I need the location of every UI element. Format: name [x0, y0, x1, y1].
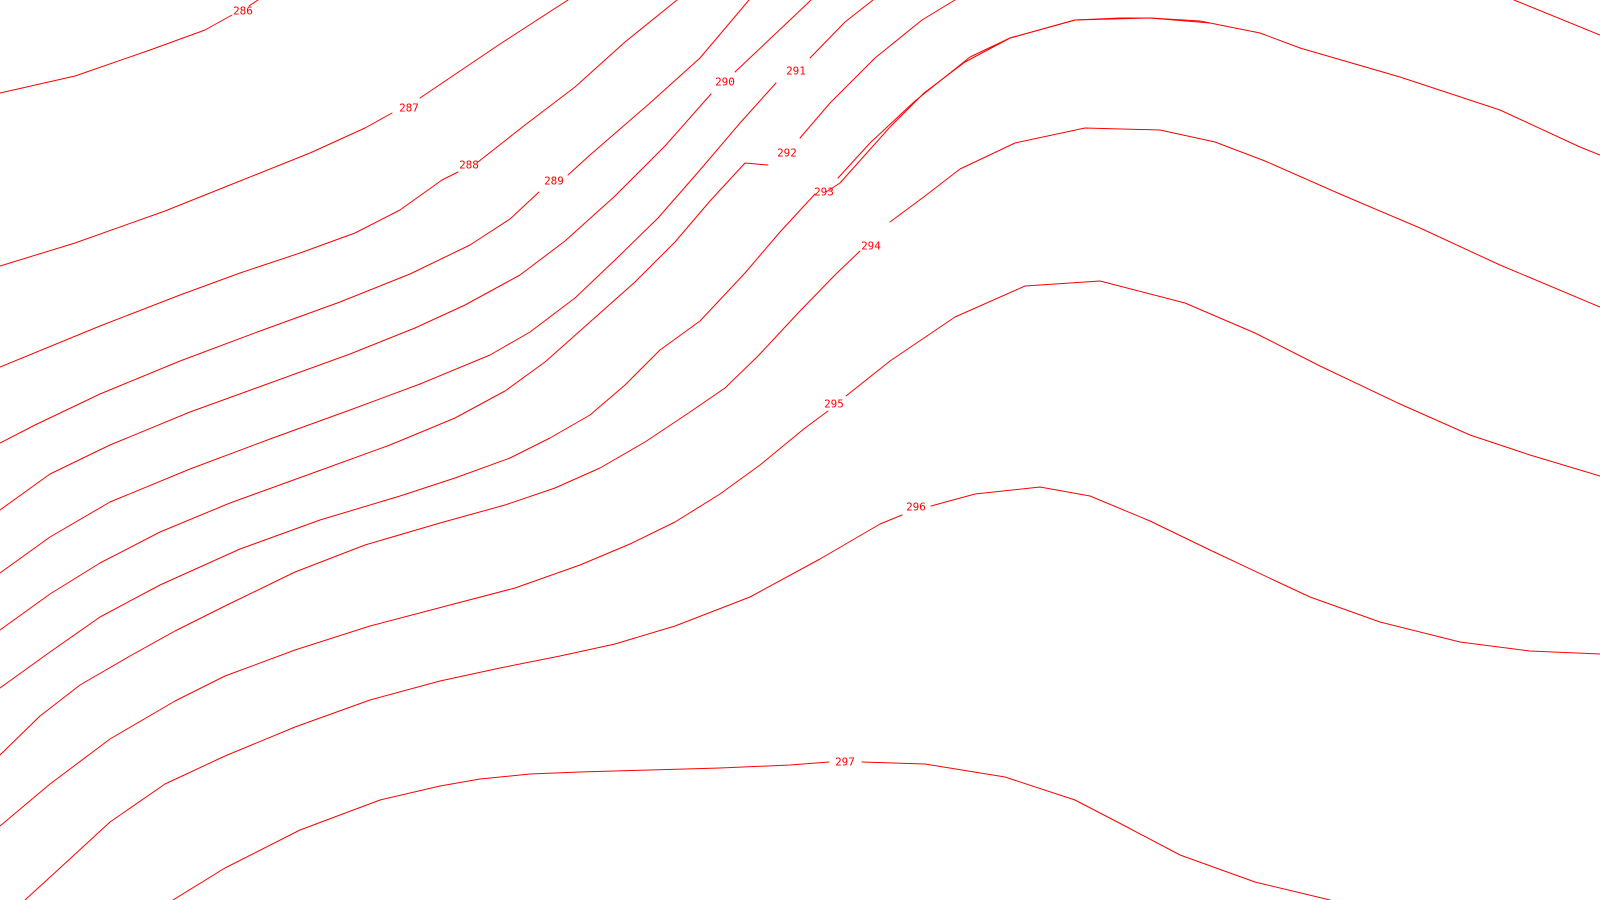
- contour-label-296: 296: [906, 501, 926, 514]
- contour-line-289: [0, 0, 750, 444]
- contour-line-295: [0, 280, 1600, 827]
- contour-line-293: [0, 17, 1211, 689]
- contour-label-287: 287: [399, 102, 419, 115]
- contour-line-291: [0, 0, 874, 574]
- contour-line-297: [172, 761, 1331, 900]
- contour-line-290: [0, 0, 812, 511]
- contour-label-293: 293: [814, 186, 834, 199]
- contour-label-288: 288: [459, 159, 479, 172]
- contour-label-297: 297: [835, 756, 855, 769]
- contour-label-292: 292: [777, 147, 797, 160]
- contour-labels-group: 286 287 288 289 290 291 292 293 294 295 …: [233, 5, 926, 769]
- contour-label-294: 294: [861, 240, 881, 253]
- contour-line-288: [0, 0, 678, 368]
- contour-line-296: [24, 486, 1600, 900]
- contour-label-295: 295: [824, 398, 844, 411]
- contour-line-286: [0, 0, 1600, 94]
- contour-label-286: 286: [233, 5, 253, 18]
- contour-line-294: [0, 127, 1600, 756]
- contour-label-290: 290: [715, 76, 735, 89]
- contour-label-291: 291: [786, 65, 806, 78]
- contour-line-292: [0, 0, 956, 631]
- contour-label-289: 289: [544, 175, 564, 188]
